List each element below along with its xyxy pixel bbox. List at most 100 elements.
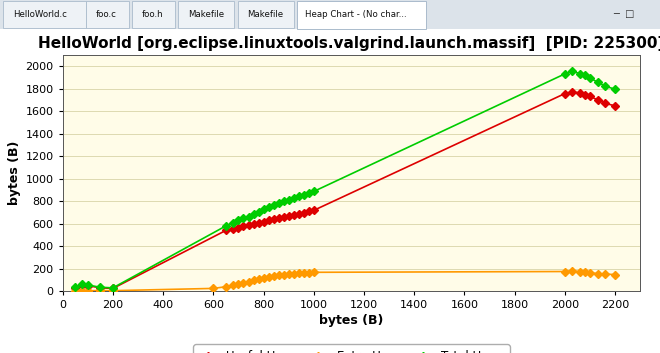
Useful Heap [275, 216, 282, 220]
Extra Heap [300, 271, 308, 275]
Extra Heap [245, 280, 253, 284]
Useful Heap [581, 92, 589, 97]
Extra Heap [295, 271, 303, 275]
Line: Extra Heap: Extra Heap [73, 268, 618, 293]
Total Heap [255, 210, 263, 214]
Extra Heap [234, 282, 242, 286]
Extra Heap [568, 269, 576, 273]
Extra Heap [290, 272, 298, 276]
Total Heap [586, 76, 594, 80]
Useful Heap [611, 104, 619, 108]
Total Heap [245, 215, 253, 219]
Useful Heap [305, 209, 313, 214]
Total Heap [78, 282, 86, 287]
Useful Heap [259, 220, 267, 224]
Useful Heap [295, 211, 303, 216]
Useful Heap [109, 286, 117, 291]
X-axis label: bytes (B): bytes (B) [319, 315, 383, 328]
Extra Heap [259, 276, 267, 280]
Total Heap [222, 224, 230, 228]
Total Heap [581, 73, 589, 77]
Useful Heap [230, 227, 238, 231]
Useful Heap [270, 217, 278, 221]
Total Heap [593, 80, 601, 84]
Extra Heap [593, 271, 601, 276]
Extra Heap [209, 286, 217, 291]
Extra Heap [240, 281, 248, 285]
Total Heap [270, 203, 278, 207]
Extra Heap [581, 270, 589, 274]
Text: foo.h: foo.h [142, 10, 164, 19]
Useful Heap [310, 208, 317, 213]
Text: foo.c: foo.c [96, 10, 117, 19]
Total Heap [561, 72, 569, 76]
Total Heap [71, 285, 79, 289]
Useful Heap [222, 228, 230, 233]
Extra Heap [249, 278, 257, 282]
Extra Heap [310, 270, 317, 274]
Extra Heap [611, 273, 619, 277]
Useful Heap [234, 226, 242, 230]
Line: Useful Heap: Useful Heap [73, 89, 618, 291]
Extra Heap [84, 288, 92, 293]
Total Heap [275, 201, 282, 205]
Useful Heap [245, 223, 253, 227]
Extra Heap [561, 269, 569, 274]
Text: ─  □: ─ □ [613, 10, 634, 19]
Total Heap [305, 191, 313, 195]
Useful Heap [586, 94, 594, 98]
Useful Heap [255, 221, 263, 225]
Extra Heap [96, 288, 104, 293]
Useful Heap [84, 283, 92, 288]
Total Heap [280, 199, 288, 203]
Total Heap [109, 286, 117, 290]
Extra Heap [280, 273, 288, 277]
Text: HelloWorld.c: HelloWorld.c [13, 10, 67, 19]
Extra Heap [601, 272, 609, 276]
Total Heap [230, 220, 238, 225]
Text: Heap Chart - (No char...: Heap Chart - (No char... [305, 10, 407, 19]
Extra Heap [275, 273, 282, 277]
Total Heap [84, 283, 92, 287]
Total Heap [234, 218, 242, 222]
Useful Heap [265, 219, 273, 223]
Useful Heap [280, 215, 288, 219]
Total Heap [300, 192, 308, 197]
Useful Heap [240, 225, 248, 229]
Extra Heap [71, 288, 79, 293]
Total Heap [295, 194, 303, 198]
Useful Heap [78, 283, 86, 287]
Useful Heap [576, 91, 584, 95]
Total Heap [284, 198, 292, 202]
Extra Heap [255, 277, 263, 281]
Legend: Useful Heap, Extra Heap, Total Heap: Useful Heap, Extra Heap, Total Heap [193, 345, 510, 353]
Total Heap [96, 285, 104, 289]
Extra Heap [576, 270, 584, 274]
Extra Heap [230, 283, 238, 287]
Useful Heap [290, 213, 298, 217]
Useful Heap [249, 222, 257, 226]
Line: Total Heap: Total Heap [73, 68, 618, 291]
Total Heap [240, 216, 248, 220]
Extra Heap [222, 285, 230, 289]
Extra Heap [586, 271, 594, 275]
Extra Heap [305, 270, 313, 275]
Text: Makefile: Makefile [188, 10, 224, 19]
Extra Heap [270, 274, 278, 278]
Useful Heap [593, 98, 601, 102]
Text: Makefile: Makefile [248, 10, 284, 19]
Y-axis label: bytes (B): bytes (B) [9, 141, 21, 205]
Extra Heap [284, 272, 292, 276]
Useful Heap [561, 91, 569, 96]
Useful Heap [568, 90, 576, 94]
Useful Heap [96, 286, 104, 290]
Total Heap [568, 69, 576, 73]
Useful Heap [71, 286, 79, 290]
Total Heap [611, 87, 619, 91]
Total Heap [290, 196, 298, 200]
Total Heap [249, 212, 257, 216]
Useful Heap [300, 210, 308, 215]
Extra Heap [265, 275, 273, 279]
Extra Heap [78, 288, 86, 293]
Useful Heap [601, 101, 609, 105]
